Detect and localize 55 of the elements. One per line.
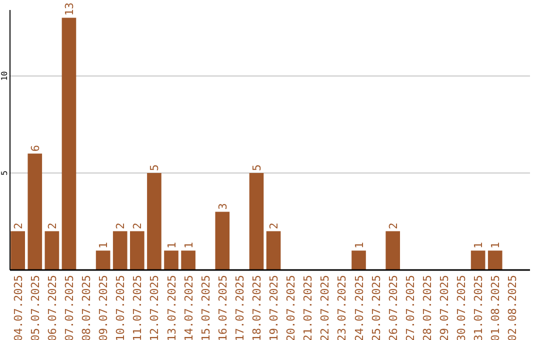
data-label: 2 <box>114 222 128 230</box>
bar <box>249 172 264 270</box>
y-tick-label: 10 <box>0 70 9 81</box>
data-label: 2 <box>386 222 400 230</box>
bar <box>164 250 178 270</box>
x-tick-label: 21.07.2025 <box>302 275 315 340</box>
data-label: 5 <box>250 164 264 171</box>
x-tick-label: 12.07.2025 <box>148 275 162 340</box>
x-tick-label: 16.07.2025 <box>216 275 230 340</box>
bar <box>181 250 196 270</box>
data-label: 1 <box>165 242 178 249</box>
x-tick-label: 25.07.2025 <box>370 275 383 340</box>
data-label: 1 <box>489 242 502 249</box>
bar <box>130 231 144 270</box>
x-tick-label: 28.07.2025 <box>420 275 434 340</box>
data-label: 3 <box>216 203 230 210</box>
x-tick-label: 22.07.2025 <box>318 275 332 340</box>
x-tick-label: 23.07.2025 <box>336 275 349 340</box>
data-label: 2 <box>12 222 25 230</box>
bar <box>62 18 76 270</box>
x-tick-label: 14.07.2025 <box>182 275 196 340</box>
bar <box>147 172 162 270</box>
x-tick-label: 26.07.2025 <box>386 275 400 340</box>
bar <box>96 250 110 270</box>
x-tick-label: 13.07.2025 <box>165 275 178 340</box>
bar <box>112 231 128 270</box>
bar <box>386 231 400 270</box>
bar <box>44 231 60 270</box>
bar <box>10 231 25 270</box>
bar <box>266 231 281 270</box>
data-label: 1 <box>97 242 110 249</box>
data-label: 1 <box>352 242 366 249</box>
x-tick-label: 29.07.2025 <box>438 275 451 340</box>
x-tick-label: 19.07.2025 <box>268 275 281 340</box>
data-label: 5 <box>148 164 162 171</box>
data-label: 1 <box>472 242 486 249</box>
x-tick-label: 15.07.2025 <box>199 275 212 340</box>
bar <box>215 212 230 270</box>
x-tick-label: 24.07.2025 <box>352 275 366 340</box>
x-tick-label: 18.07.2025 <box>250 275 264 340</box>
data-label: 2 <box>268 222 281 230</box>
data-label: 2 <box>46 222 59 230</box>
bar <box>470 250 486 270</box>
x-tick-label: 10.07.2025 <box>114 275 128 340</box>
data-label: 1 <box>182 242 196 249</box>
x-tick-label: 27.07.2025 <box>404 275 417 340</box>
bar <box>28 154 42 270</box>
x-tick-label: 17.07.2025 <box>233 275 246 340</box>
data-label: 13 <box>62 2 76 16</box>
x-tick-label: 20.07.2025 <box>284 275 298 340</box>
bar <box>352 250 366 270</box>
x-tick-label: 11.07.2025 <box>131 275 144 340</box>
data-label: 6 <box>28 144 42 152</box>
data-label: 2 <box>131 222 144 230</box>
bar <box>488 250 502 270</box>
